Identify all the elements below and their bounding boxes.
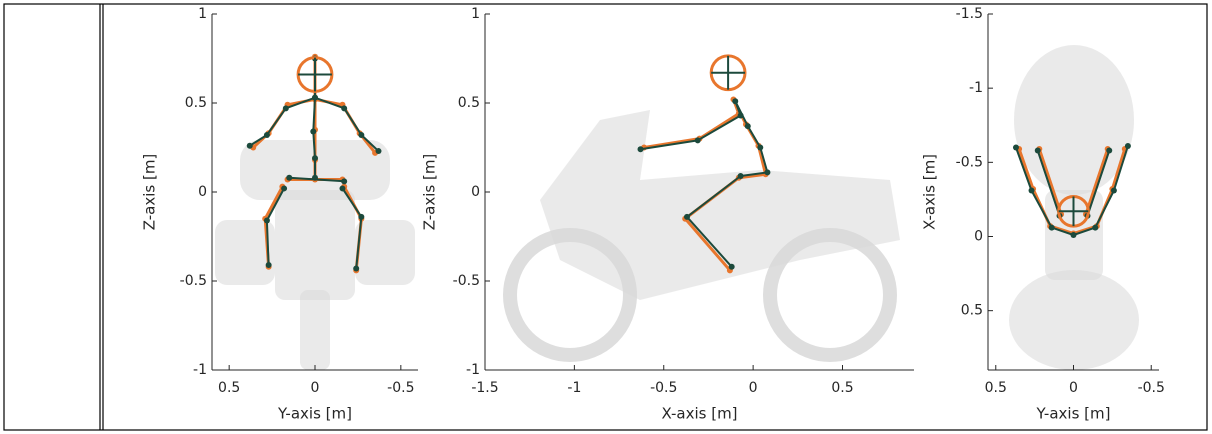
y-tick-label: 0.5 xyxy=(185,95,207,111)
x-tick-label: -0.5 xyxy=(387,380,414,396)
y-tick-label: 0 xyxy=(974,229,983,245)
joint xyxy=(1035,147,1041,153)
x-tick-label: -0.5 xyxy=(1138,380,1165,396)
x-tick-label: 0 xyxy=(311,380,320,396)
x-tick-label: 0.5 xyxy=(831,380,853,396)
motorcycle-side xyxy=(510,110,900,355)
y-tick-label: -0.5 xyxy=(180,273,207,289)
joint xyxy=(738,173,744,179)
joint xyxy=(764,169,770,175)
y-tick-label: 0 xyxy=(471,184,480,200)
joint xyxy=(738,112,744,118)
joint xyxy=(312,175,318,181)
joint xyxy=(341,178,347,184)
y-tick-label: 1 xyxy=(471,6,480,22)
x-tick-label: 0 xyxy=(1069,380,1078,396)
y-tick-label: -0.5 xyxy=(956,154,983,170)
x-tick-label: -0.5 xyxy=(650,380,677,396)
joint xyxy=(353,266,359,272)
y-tick-label: 0.5 xyxy=(961,303,983,319)
y-tick-label: 0.5 xyxy=(458,95,480,111)
joint xyxy=(684,214,690,220)
joint xyxy=(745,123,751,129)
x-tick-label: -1.5 xyxy=(471,380,498,396)
joint xyxy=(1029,188,1035,194)
joint xyxy=(1071,232,1077,238)
y-tick-label: 0 xyxy=(198,184,207,200)
joint xyxy=(341,105,347,111)
x-tick-label: 0.5 xyxy=(218,380,240,396)
joint xyxy=(1106,147,1112,153)
joint xyxy=(310,128,316,134)
joint xyxy=(339,185,345,191)
joint xyxy=(286,175,292,181)
joint xyxy=(312,95,318,101)
joint xyxy=(732,98,738,104)
y-axis-label: Z-axis [m] xyxy=(141,154,159,231)
joint xyxy=(247,143,253,149)
y-axis-label: X-axis [m] xyxy=(921,154,939,230)
x-axis-label: X-axis [m] xyxy=(661,405,737,423)
joint xyxy=(281,185,287,191)
x-axis-label: Y-axis [m] xyxy=(277,405,352,423)
joint xyxy=(1111,188,1117,194)
joint xyxy=(1092,225,1098,231)
joint xyxy=(264,217,270,223)
joint xyxy=(283,105,289,111)
y-tick-label: -1.5 xyxy=(956,6,983,22)
joint xyxy=(1013,145,1019,151)
x-tick-label: 0.5 xyxy=(985,380,1007,396)
joint xyxy=(729,264,735,270)
y-tick-label: 1 xyxy=(198,6,207,22)
joint xyxy=(757,145,763,151)
joint xyxy=(358,214,364,220)
x-tick-label: 0 xyxy=(749,380,758,396)
y-tick-label: -1 xyxy=(466,362,480,378)
x-tick-label: -1 xyxy=(567,380,581,396)
y-tick-label: -1 xyxy=(193,362,207,378)
joint xyxy=(376,148,382,154)
joint xyxy=(264,132,270,138)
joint xyxy=(358,132,364,138)
x-axis-label: Y-axis [m] xyxy=(1036,405,1111,423)
joint xyxy=(695,137,701,143)
y-tick-label: -0.5 xyxy=(453,273,480,289)
joint xyxy=(1125,143,1131,149)
joint xyxy=(1049,225,1055,231)
joint xyxy=(638,146,644,152)
y-axis-label: Z-axis [m] xyxy=(421,154,439,231)
joint xyxy=(312,155,318,161)
figure: -1 -0.5 0 0.5 1 0.5 0 -0.5 Y-axis [m] Z-axis [m] -… xyxy=(0,0,1212,434)
y-tick-label: -1 xyxy=(969,80,983,96)
joint xyxy=(266,262,272,268)
